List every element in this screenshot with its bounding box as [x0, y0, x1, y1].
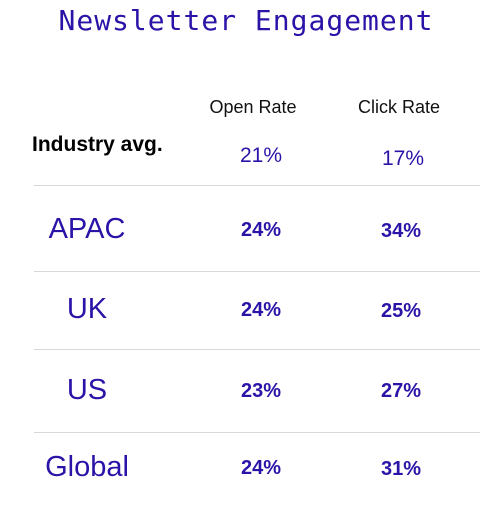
benchmark-click-rate: 17% [381, 147, 425, 170]
row-apac-click-rate: 34% [380, 220, 422, 242]
benchmark-label: Industry avg. [32, 133, 163, 156]
benchmark-open-rate: 21% [239, 144, 283, 167]
row-label-apac: APAC [48, 213, 126, 245]
row-label-global: Global [45, 451, 129, 483]
row-apac-open-rate: 24% [240, 219, 282, 241]
row-uk-click-rate: 25% [380, 300, 422, 322]
row-uk-open-rate: 24% [240, 299, 282, 321]
column-header-open-rate: Open Rate [209, 97, 297, 117]
chart-title: Newsletter Engagement [58, 4, 434, 37]
divider [34, 432, 480, 433]
row-global-click-rate: 31% [380, 458, 422, 480]
row-global-open-rate: 24% [240, 457, 282, 479]
row-us-open-rate: 23% [240, 380, 282, 402]
divider [34, 271, 480, 272]
row-label-uk: UK [66, 293, 108, 325]
divider [34, 349, 480, 350]
row-label-us: US [66, 374, 108, 406]
row-us-click-rate: 27% [380, 380, 422, 402]
divider [34, 185, 480, 186]
column-header-click-rate: Click Rate [357, 97, 441, 117]
